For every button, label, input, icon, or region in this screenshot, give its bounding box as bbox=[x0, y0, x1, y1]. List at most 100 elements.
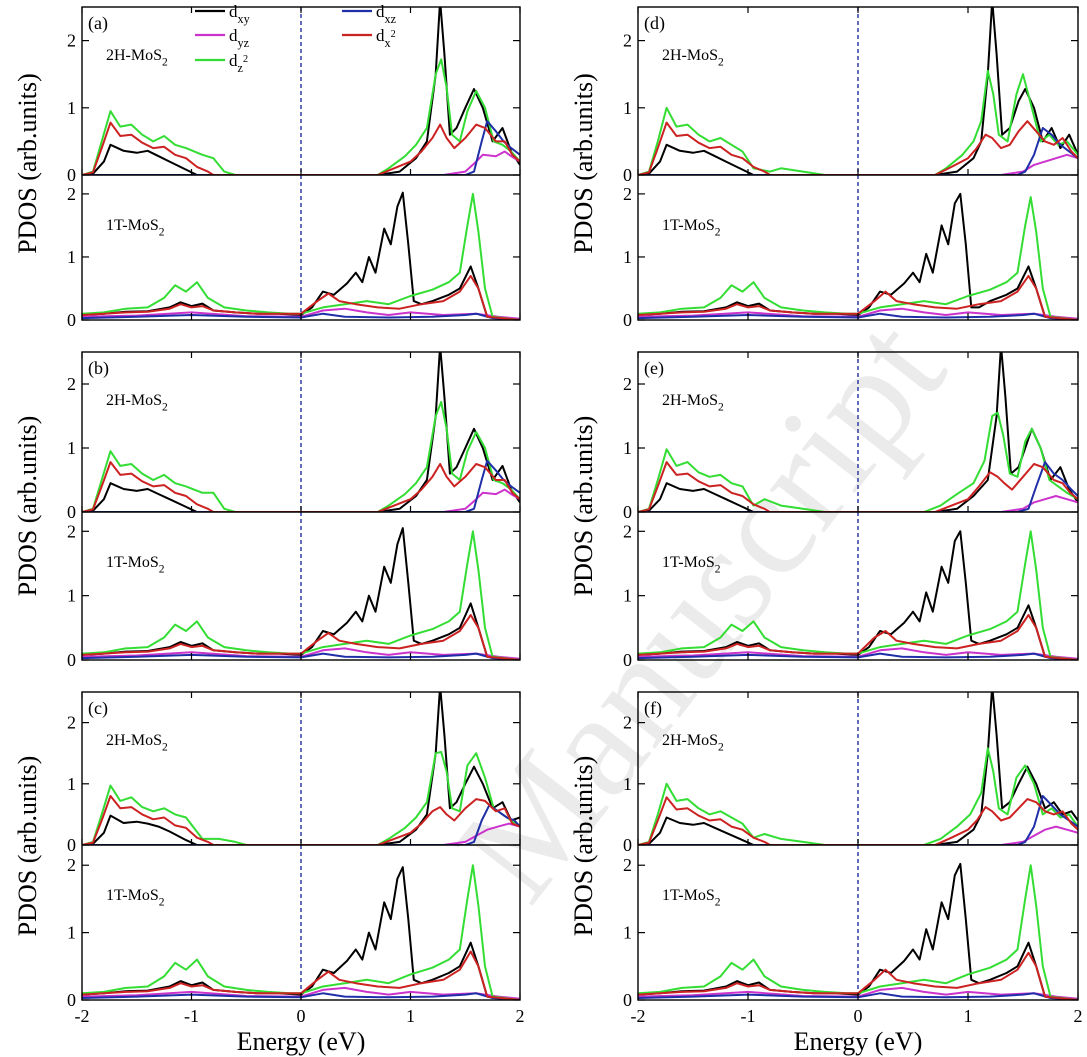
y-tick-label: 2 bbox=[623, 713, 632, 733]
series-line-dz2 bbox=[82, 58, 520, 175]
label-1t-sub: 2 bbox=[159, 564, 165, 576]
legend-label-dx2: dx2 bbox=[376, 26, 396, 50]
series-line-dxy bbox=[638, 192, 1078, 320]
y-tick-label: 1 bbox=[67, 774, 76, 794]
label-2h: 2H-MoS2 bbox=[662, 732, 724, 754]
y-tick-label: 0 bbox=[67, 165, 76, 185]
legend-label-dxy: dxy bbox=[229, 2, 251, 26]
y-tick-label: 0 bbox=[623, 502, 632, 522]
label-2h-base: 2H-MoS bbox=[106, 392, 162, 409]
y-tick-label: 2 bbox=[623, 31, 632, 51]
y-tick-label: 1 bbox=[67, 438, 76, 458]
series-line-dz2 bbox=[82, 864, 520, 1000]
series-line-dxy bbox=[82, 352, 520, 512]
x-tick-label: 2 bbox=[516, 1006, 525, 1026]
x-tick-label: 0 bbox=[854, 1006, 863, 1026]
legend-label-dz2-sup: 2 bbox=[243, 54, 248, 65]
label-2h-base: 2H-MoS bbox=[106, 47, 162, 64]
panel-letter: (c) bbox=[88, 698, 108, 719]
series-line-dxz bbox=[638, 461, 1078, 512]
series-line-dx2 bbox=[638, 614, 1078, 660]
label-2h-sub: 2 bbox=[162, 57, 168, 69]
panel-letter: (a) bbox=[88, 13, 108, 34]
legend-label-dxz: dxz bbox=[376, 2, 397, 26]
x-tick-label: -2 bbox=[631, 1006, 646, 1026]
series-group bbox=[638, 530, 1078, 660]
label-2h: 2H-MoS2 bbox=[106, 732, 168, 754]
legend-label-dyz: dyz bbox=[229, 26, 250, 50]
series-line-dyz bbox=[82, 150, 520, 175]
series-line-dxz bbox=[82, 120, 520, 175]
y-tick-label: 1 bbox=[623, 586, 632, 606]
label-1t: 1T-MoS2 bbox=[662, 554, 721, 576]
x-tick-label: -1 bbox=[741, 1006, 756, 1026]
legend-label-dz2-sub: z bbox=[238, 61, 244, 75]
label-1t: 1T-MoS2 bbox=[662, 887, 721, 909]
series-line-dz2 bbox=[638, 864, 1078, 1000]
label-2h-sub: 2 bbox=[718, 402, 724, 414]
x-axis-label: Energy (eV) bbox=[237, 1027, 366, 1056]
series-line-dx2 bbox=[638, 274, 1078, 320]
y-tick-label: 2 bbox=[623, 184, 632, 204]
y-tick-label: 1 bbox=[623, 438, 632, 458]
watermark: Manuscript bbox=[425, 289, 976, 930]
y-tick-label: 0 bbox=[67, 835, 76, 855]
x-tick-label: 1 bbox=[964, 1006, 973, 1026]
series-group bbox=[638, 192, 1078, 320]
label-1t-base: 1T-MoS bbox=[106, 887, 159, 904]
label-1t: 1T-MoS2 bbox=[106, 887, 165, 909]
y-tick-label: 1 bbox=[67, 98, 76, 118]
y-tick-label: 1 bbox=[623, 774, 632, 794]
legend-label-dxy-base: d bbox=[229, 2, 238, 21]
series-line-dxy bbox=[82, 527, 520, 660]
panel-letter: (d) bbox=[644, 13, 665, 34]
label-2h-sub: 2 bbox=[162, 402, 168, 414]
series-line-dz2 bbox=[638, 747, 1078, 845]
y-axis-label: PDOS (arb.units) bbox=[13, 73, 42, 254]
series-line-dz2 bbox=[638, 69, 1078, 175]
series-group bbox=[82, 352, 520, 512]
y-tick-label: 1 bbox=[623, 247, 632, 267]
series-line-dxy bbox=[638, 692, 1078, 845]
series-group bbox=[638, 7, 1078, 175]
label-1t-base: 1T-MoS bbox=[662, 554, 715, 571]
legend-label-dx2-base: d bbox=[376, 26, 385, 45]
x-tick-label: -2 bbox=[75, 1006, 90, 1026]
label-1t-base: 1T-MoS bbox=[106, 217, 159, 234]
y-tick-label: 2 bbox=[67, 374, 76, 394]
x-tick-label: -1 bbox=[184, 1006, 199, 1026]
y-tick-label: 2 bbox=[623, 521, 632, 541]
y-tick-label: 0 bbox=[67, 650, 76, 670]
series-line-dxy bbox=[638, 530, 1078, 660]
x-axis-label: Energy (eV) bbox=[794, 1027, 923, 1056]
series-line-dx2 bbox=[638, 120, 1078, 175]
y-tick-label: 2 bbox=[67, 184, 76, 204]
legend-label-dxz-base: d bbox=[376, 2, 385, 21]
y-tick-label: 2 bbox=[623, 374, 632, 394]
series-line-dxy bbox=[82, 191, 520, 320]
series-line-dxy bbox=[82, 692, 520, 845]
label-2h-base: 2H-MoS bbox=[662, 47, 718, 64]
y-tick-label: 0 bbox=[623, 310, 632, 330]
series-line-dxy bbox=[82, 7, 520, 175]
series-line-dx2 bbox=[82, 121, 520, 175]
x-tick-label: 2 bbox=[1074, 1006, 1083, 1026]
y-tick-label: 1 bbox=[67, 247, 76, 267]
label-2h-base: 2H-MoS bbox=[106, 732, 162, 749]
series-line-dxz bbox=[82, 459, 520, 512]
label-2h-base: 2H-MoS bbox=[662, 392, 718, 409]
series-line-dx2 bbox=[638, 951, 1078, 1000]
y-tick-label: 0 bbox=[67, 310, 76, 330]
panel-letter: (b) bbox=[88, 358, 109, 379]
y-tick-label: 1 bbox=[67, 586, 76, 606]
y-tick-label: 0 bbox=[623, 165, 632, 185]
y-axis-label: PDOS (arb.units) bbox=[569, 73, 598, 254]
label-2h: 2H-MoS2 bbox=[662, 47, 724, 69]
legend-label-dxz-sub: xz bbox=[385, 12, 397, 26]
label-2h-sub: 2 bbox=[718, 742, 724, 754]
series-group bbox=[82, 7, 520, 175]
